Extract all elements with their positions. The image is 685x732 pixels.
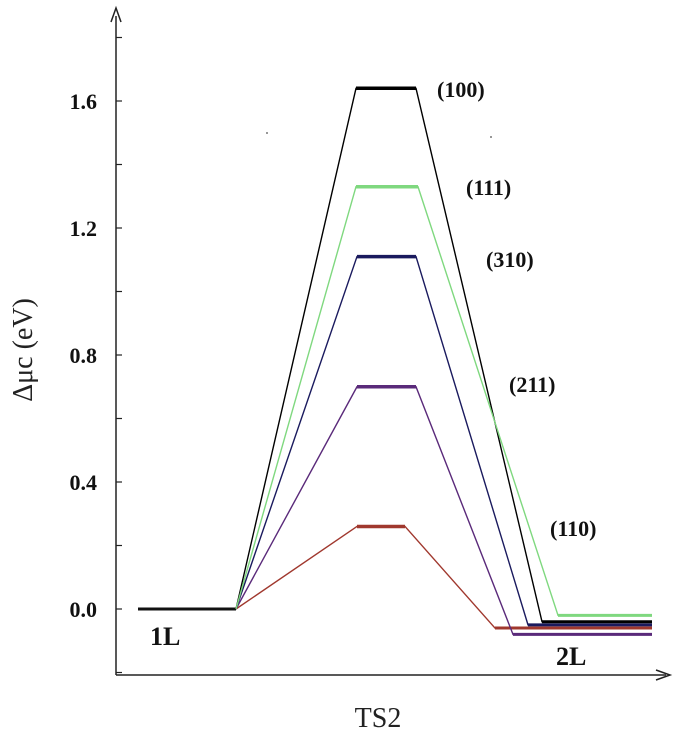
series-label: (110) (550, 516, 596, 541)
y-ticks: 0.0 0.4 0.8 1.2 1.6 (70, 36, 122, 674)
series-line (235, 386, 652, 636)
series-111 (235, 184, 652, 617)
y-tick-label: 0.8 (70, 343, 98, 368)
y-axis-arrow (110, 5, 122, 23)
series-310 (235, 254, 652, 627)
x-axis-title: TS2 (355, 703, 402, 732)
y-tick-label: 0.4 (70, 470, 98, 495)
series-label: (111) (466, 175, 511, 200)
series-100 (235, 86, 652, 624)
series-group (138, 86, 652, 636)
series-labels: (110) (211) (310) (100) (111) (437, 77, 596, 541)
speck (490, 136, 492, 138)
series-label: (100) (437, 77, 485, 102)
y-tick-label: 1.2 (70, 216, 98, 241)
state-label-2L: 2L (556, 642, 586, 671)
series-110 (235, 524, 652, 630)
series-label: (211) (509, 372, 555, 397)
series-line (235, 525, 652, 629)
series-line (235, 186, 652, 617)
y-axis-title: Δμc (eV) (8, 298, 39, 402)
state-label-1L: 1L (150, 622, 180, 651)
y-tick-label: 1.6 (70, 89, 98, 114)
speck (266, 132, 268, 134)
series-line (235, 87, 652, 623)
series-211 (235, 385, 652, 636)
state-labels: 1L 2L (150, 622, 586, 671)
series-label: (310) (486, 247, 534, 272)
y-tick-label: 0.0 (70, 597, 98, 622)
axes (110, 5, 673, 681)
x-axis-arrow (655, 669, 673, 681)
